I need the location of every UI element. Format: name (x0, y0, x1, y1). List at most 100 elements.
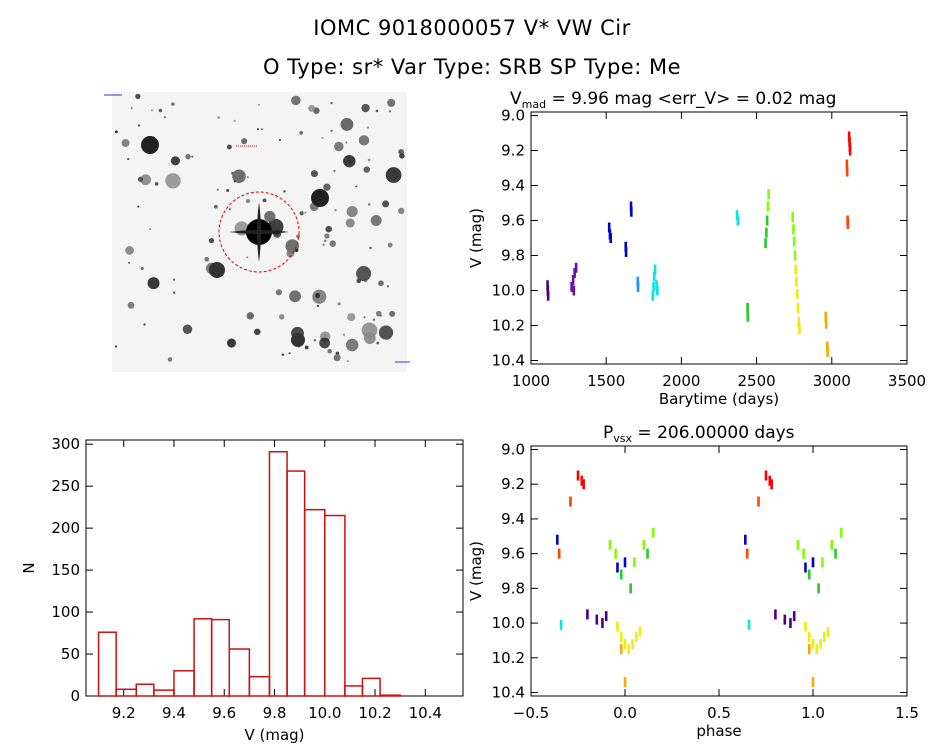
histogram-bar (361, 677, 381, 697)
star (171, 102, 175, 106)
y-tick-label: 10.2 (492, 649, 525, 667)
x-axis-label: V (mag) (244, 726, 304, 744)
star (329, 240, 336, 247)
star (386, 285, 389, 288)
star (233, 180, 236, 183)
data-point (631, 638, 634, 649)
y-tick-label: 50 (61, 645, 80, 663)
star (165, 173, 181, 189)
x-tick-label: 9.8 (263, 704, 287, 722)
histogram-bar (210, 618, 231, 697)
chart-subtitle: O Type: sr* Var Type: SRB SP Type: Me (262, 55, 682, 79)
data-point (848, 136, 851, 147)
data-point (744, 534, 747, 545)
data-point (796, 539, 800, 550)
data-point (586, 609, 589, 620)
data-point (794, 264, 798, 275)
star (127, 301, 135, 309)
data-point (619, 631, 623, 642)
star (345, 338, 359, 352)
star (289, 290, 302, 303)
x-tick-label: 2000 (662, 372, 700, 390)
x-tick-label: 10.0 (308, 704, 341, 722)
star (376, 341, 380, 345)
star (130, 107, 133, 110)
data-point (834, 548, 837, 559)
y-tick-label: 10.0 (492, 614, 525, 632)
star (281, 353, 285, 356)
y-tick-label: 300 (51, 435, 80, 453)
data-point (764, 470, 768, 481)
x-tick-label: 0.0 (613, 704, 637, 722)
light-curve-title: Vmad = 9.96 mag <err_V> = 0.02 mag (510, 89, 836, 111)
bright-star (209, 262, 225, 278)
phase-curve-title: Pvsx = 206.00000 days (603, 423, 795, 445)
star (370, 215, 382, 227)
star (333, 169, 336, 172)
star (322, 243, 325, 246)
x-tick-label: 1500 (587, 372, 625, 390)
star (321, 137, 324, 140)
star (231, 171, 234, 175)
data-point (766, 201, 770, 212)
star (232, 169, 246, 183)
data-point (792, 224, 795, 235)
data-point (736, 215, 740, 226)
data-point (770, 479, 773, 490)
star (182, 324, 193, 335)
star (148, 228, 151, 231)
star (378, 280, 384, 287)
data-point (839, 527, 843, 538)
data-point (767, 189, 770, 200)
star (330, 101, 333, 105)
data-point (559, 619, 563, 630)
star (337, 302, 341, 306)
star (334, 209, 337, 212)
data-point (807, 569, 811, 580)
star (330, 129, 333, 133)
star (226, 144, 232, 150)
y-tick-label: 9.0 (501, 440, 525, 458)
star (127, 158, 130, 161)
data-point (811, 677, 815, 688)
data-point (735, 210, 739, 221)
data-point (826, 626, 830, 637)
x-tick-label: −0.5 (513, 704, 549, 722)
star (121, 138, 130, 147)
star (150, 109, 153, 112)
star (204, 256, 210, 262)
data-point (791, 212, 794, 222)
y-tick-label: 9.8 (501, 579, 525, 597)
star (361, 322, 378, 339)
star (387, 98, 396, 107)
data-point (826, 346, 829, 357)
y-axis-label: V (mag) (467, 208, 485, 268)
star (304, 211, 307, 214)
star (368, 203, 371, 206)
data-point (656, 285, 659, 296)
data-point (595, 614, 599, 625)
data-point (774, 609, 777, 620)
star (275, 289, 282, 296)
star (387, 242, 393, 248)
data-point (765, 215, 769, 226)
histogram-bar (135, 683, 155, 697)
data-point (624, 247, 628, 257)
data-point (797, 317, 801, 327)
data-point (574, 262, 578, 273)
star (171, 160, 175, 164)
data-point (546, 285, 550, 296)
data-point (629, 201, 633, 212)
star (347, 313, 356, 322)
star (191, 155, 194, 158)
data-point (619, 644, 623, 655)
data-point (804, 562, 807, 573)
star (226, 338, 237, 348)
star (114, 345, 118, 348)
data-point (616, 621, 619, 632)
data-point (804, 621, 807, 632)
histogram-bar (248, 675, 271, 697)
star (356, 266, 372, 282)
y-tick-label: 9.0 (501, 107, 525, 125)
